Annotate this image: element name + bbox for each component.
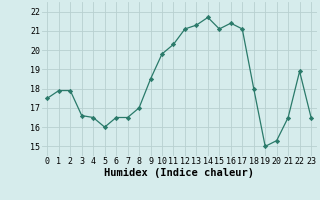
X-axis label: Humidex (Indice chaleur): Humidex (Indice chaleur) [104, 168, 254, 178]
